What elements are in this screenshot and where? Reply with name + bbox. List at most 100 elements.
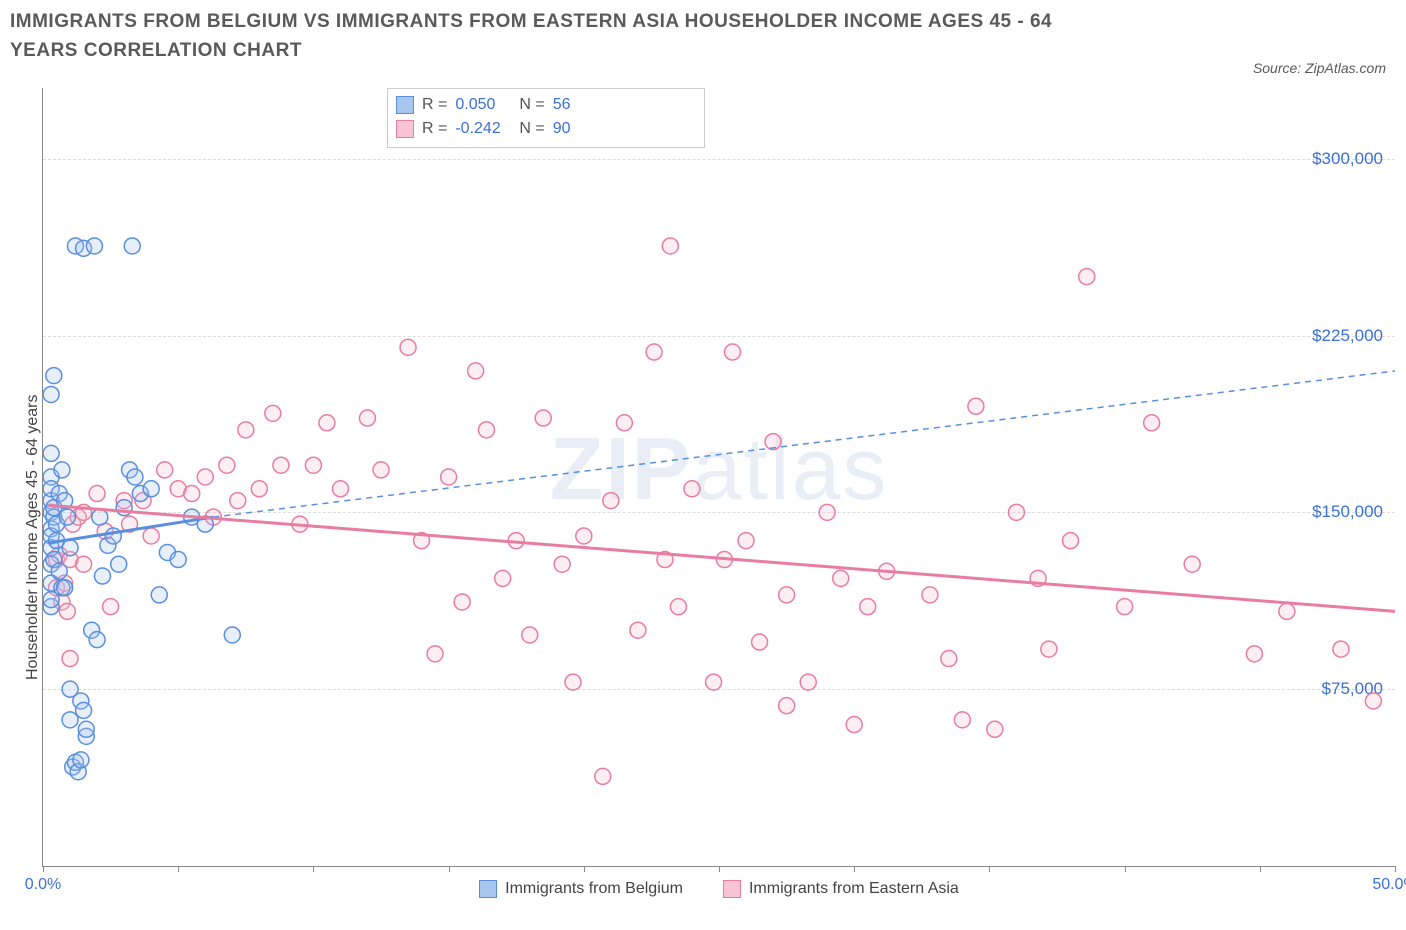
data-point-eastern_asia — [359, 410, 375, 426]
legend-item-eastern-asia: Immigrants from Eastern Asia — [723, 880, 959, 898]
data-point-eastern_asia — [478, 422, 494, 438]
data-point-eastern_asia — [273, 457, 289, 473]
r-value-belgium: 0.050 — [455, 93, 511, 117]
data-point-eastern_asia — [1117, 599, 1133, 615]
data-point-eastern_asia — [441, 469, 457, 485]
data-point-eastern_asia — [1333, 641, 1349, 657]
data-point-belgium — [51, 563, 67, 579]
data-point-belgium — [124, 238, 140, 254]
data-point-eastern_asia — [238, 422, 254, 438]
data-point-eastern_asia — [846, 717, 862, 733]
data-point-eastern_asia — [62, 651, 78, 667]
data-point-belgium — [111, 556, 127, 572]
data-point-eastern_asia — [630, 622, 646, 638]
data-point-eastern_asia — [59, 603, 75, 619]
data-point-eastern_asia — [670, 599, 686, 615]
data-point-belgium — [127, 469, 143, 485]
data-point-belgium — [116, 500, 132, 516]
data-point-eastern_asia — [860, 599, 876, 615]
data-point-eastern_asia — [819, 504, 835, 520]
data-point-belgium — [143, 481, 159, 497]
data-point-eastern_asia — [197, 469, 213, 485]
data-point-eastern_asia — [554, 556, 570, 572]
data-point-eastern_asia — [89, 486, 105, 502]
n-value-eastern-asia: 90 — [553, 117, 609, 141]
data-point-eastern_asia — [1008, 504, 1024, 520]
data-point-eastern_asia — [400, 339, 416, 355]
stats-row-belgium: R = 0.050 N = 56 — [396, 93, 696, 117]
data-point-eastern_asia — [1279, 603, 1295, 619]
data-point-eastern_asia — [725, 344, 741, 360]
data-point-eastern_asia — [968, 398, 984, 414]
data-point-belgium — [57, 580, 73, 596]
data-point-eastern_asia — [157, 462, 173, 478]
data-point-eastern_asia — [219, 457, 235, 473]
data-point-belgium — [86, 238, 102, 254]
data-point-eastern_asia — [251, 481, 267, 497]
data-point-eastern_asia — [373, 462, 389, 478]
data-point-eastern_asia — [1079, 269, 1095, 285]
data-point-eastern_asia — [779, 698, 795, 714]
data-point-eastern_asia — [800, 674, 816, 690]
data-point-belgium — [62, 712, 78, 728]
data-point-belgium — [73, 752, 89, 768]
data-point-eastern_asia — [1063, 533, 1079, 549]
data-point-eastern_asia — [1184, 556, 1200, 572]
chart-area: ZIPatlas $75,000$150,000$225,000$300,000… — [42, 88, 1395, 867]
legend-label-belgium: Immigrants from Belgium — [505, 880, 683, 898]
data-point-eastern_asia — [595, 768, 611, 784]
trend-line-belgium — [213, 371, 1395, 517]
data-point-belgium — [94, 568, 110, 584]
r-value-eastern-asia: -0.242 — [455, 117, 511, 141]
r-label: R = — [422, 93, 447, 117]
data-point-eastern_asia — [454, 594, 470, 610]
data-point-eastern_asia — [143, 528, 159, 544]
data-point-eastern_asia — [1365, 693, 1381, 709]
y-axis-label: Householder Income Ages 45 - 64 years — [24, 395, 42, 681]
data-point-eastern_asia — [603, 493, 619, 509]
n-value-belgium: 56 — [553, 93, 609, 117]
data-point-eastern_asia — [565, 674, 581, 690]
data-point-eastern_asia — [662, 238, 678, 254]
data-point-eastern_asia — [468, 363, 484, 379]
series-legend: Immigrants from Belgium Immigrants from … — [43, 880, 1395, 898]
data-point-eastern_asia — [684, 481, 700, 497]
data-point-belgium — [46, 368, 62, 384]
stats-row-eastern-asia: R = -0.242 N = 90 — [396, 117, 696, 141]
data-point-belgium — [151, 587, 167, 603]
data-point-eastern_asia — [833, 570, 849, 586]
data-point-eastern_asia — [427, 646, 443, 662]
n-label: N = — [519, 117, 544, 141]
data-point-belgium — [78, 721, 94, 737]
swatch-belgium — [396, 96, 414, 114]
data-point-eastern_asia — [646, 344, 662, 360]
chart-title: IMMIGRANTS FROM BELGIUM VS IMMIGRANTS FR… — [10, 8, 1110, 65]
data-point-eastern_asia — [76, 556, 92, 572]
data-point-eastern_asia — [752, 634, 768, 650]
data-point-eastern_asia — [495, 570, 511, 586]
data-point-belgium — [89, 632, 105, 648]
data-point-eastern_asia — [265, 405, 281, 421]
data-point-eastern_asia — [1246, 646, 1262, 662]
r-label: R = — [422, 117, 447, 141]
data-point-eastern_asia — [332, 481, 348, 497]
data-point-belgium — [43, 386, 59, 402]
data-point-eastern_asia — [616, 415, 632, 431]
n-label: N = — [519, 93, 544, 117]
data-point-eastern_asia — [738, 533, 754, 549]
data-point-eastern_asia — [706, 674, 722, 690]
swatch-eastern-asia — [396, 120, 414, 138]
data-point-belgium — [62, 540, 78, 556]
data-point-belgium — [54, 462, 70, 478]
data-point-eastern_asia — [1041, 641, 1057, 657]
data-point-eastern_asia — [230, 493, 246, 509]
data-point-eastern_asia — [319, 415, 335, 431]
data-point-belgium — [224, 627, 240, 643]
data-point-belgium — [76, 702, 92, 718]
data-point-belgium — [170, 552, 186, 568]
data-point-belgium — [92, 509, 108, 525]
data-point-eastern_asia — [922, 587, 938, 603]
data-point-eastern_asia — [103, 599, 119, 615]
data-point-eastern_asia — [987, 721, 1003, 737]
data-point-eastern_asia — [941, 651, 957, 667]
